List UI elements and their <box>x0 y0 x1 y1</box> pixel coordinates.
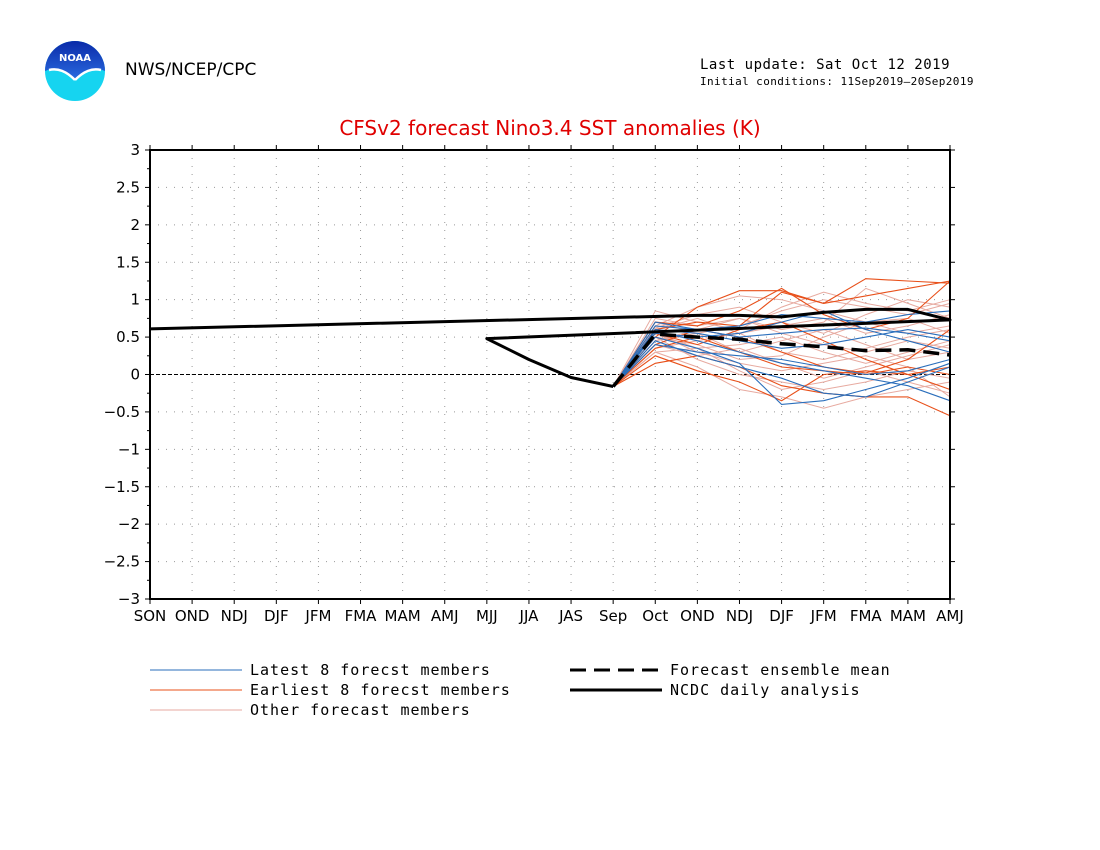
y-tick-label: 1.5 <box>116 253 140 271</box>
y-tick-label: −2 <box>118 515 140 533</box>
x-tick-label: NDJ <box>221 607 248 625</box>
latest-member-line <box>612 344 951 387</box>
initial-conditions-text: Initial conditions: 11Sep2019–20Sep2019 <box>700 75 974 88</box>
latest-member-line <box>612 310 951 387</box>
legend-label-other: Other forecast members <box>250 701 471 719</box>
other-member-line <box>612 295 951 387</box>
latest-member-line <box>612 336 951 405</box>
y-tick-label: 1 <box>130 291 140 309</box>
x-tick-label: MJJ <box>476 607 498 625</box>
legend-label-earliest: Earliest 8 forecst members <box>250 681 511 699</box>
noaa-logo: NOAA <box>45 41 105 101</box>
earliest-member-line <box>612 329 951 387</box>
y-tick-label: −3 <box>118 590 140 608</box>
y-tick-label: −0.5 <box>104 403 140 421</box>
x-tick-label: FMA <box>850 607 883 625</box>
legend-label-analysis: NCDC daily analysis <box>670 681 861 699</box>
x-tick-label: NDJ <box>726 607 753 625</box>
earliest-member-line <box>612 355 951 402</box>
y-tick-label: 3 <box>130 141 140 159</box>
x-tick-label: JFM <box>304 607 331 625</box>
main-series <box>149 307 952 388</box>
x-tick-label: AMJ <box>431 607 459 625</box>
y-tick-label: 2.5 <box>116 178 140 196</box>
other-member-line <box>612 347 951 394</box>
y-tick-label: 2 <box>130 216 140 234</box>
x-axis-ticks: SON OND NDJ DJF JFM FMA MAM AMJ MJJ JJA JAS Sep Oct O… <box>134 145 964 625</box>
x-tick-label: DJF <box>264 607 289 625</box>
x-tick-label: FMA <box>345 607 378 625</box>
noaa-logo-text: NOAA <box>59 53 91 64</box>
x-tick-label: Sep <box>599 607 627 625</box>
y-axis-ticks: 3 2.5 2 1.5 1 0.5 0 −0.5 −1 −1.5 −2 −2.5 −3 <box>104 141 955 608</box>
analysis-line <box>149 307 952 388</box>
x-tick-label: MAM <box>890 607 926 625</box>
ensemble-mean-line <box>611 332 951 388</box>
legend-label-latest: Latest 8 forecst members <box>250 661 491 679</box>
x-tick-label: Oct <box>642 607 668 625</box>
x-tick-label: OND <box>680 607 715 625</box>
last-update-text: Last update: Sat Oct 12 2019 <box>700 57 951 73</box>
y-tick-label: 0.5 <box>116 328 140 346</box>
legend: Latest 8 forecst members Earliest 8 forec… <box>150 661 891 719</box>
y-tick-label: −1 <box>118 440 140 458</box>
x-tick-label: JJA <box>519 607 540 625</box>
chart-title: CFSv2 forecast Nino3.4 SST anomalies (K) <box>339 116 760 140</box>
x-tick-label: DJF <box>769 607 794 625</box>
y-tick-label: −2.5 <box>104 553 140 571</box>
x-tick-label: SON <box>134 607 167 625</box>
x-tick-label: JAS <box>558 607 583 625</box>
legend-label-mean: Forecast ensemble mean <box>670 661 891 679</box>
x-tick-label: AMJ <box>936 607 964 625</box>
agency-label: NWS/NCEP/CPC <box>125 60 257 80</box>
y-tick-label: 0 <box>130 366 140 384</box>
other-member-line <box>612 299 951 387</box>
x-tick-label: JFM <box>810 607 837 625</box>
other-member-line <box>612 351 951 409</box>
latest-member-line <box>612 340 951 398</box>
y-tick-label: −1.5 <box>104 478 140 496</box>
plot-frame <box>149 149 951 600</box>
x-tick-label: MAM <box>385 607 421 625</box>
x-tick-label: OND <box>175 607 210 625</box>
